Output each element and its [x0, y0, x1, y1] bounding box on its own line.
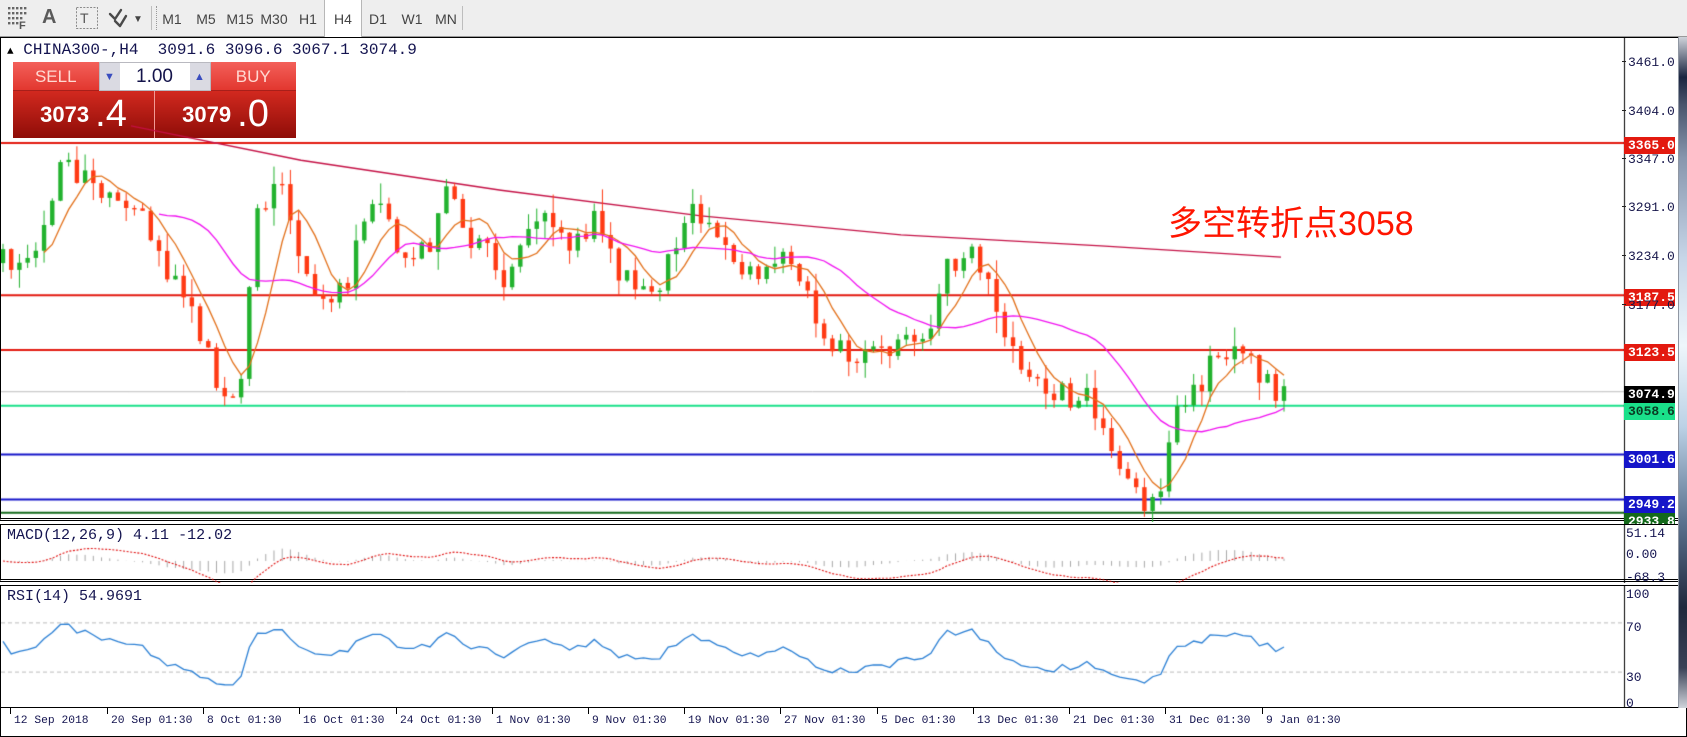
svg-text:T: T [80, 10, 89, 26]
svg-text:F: F [19, 20, 26, 30]
